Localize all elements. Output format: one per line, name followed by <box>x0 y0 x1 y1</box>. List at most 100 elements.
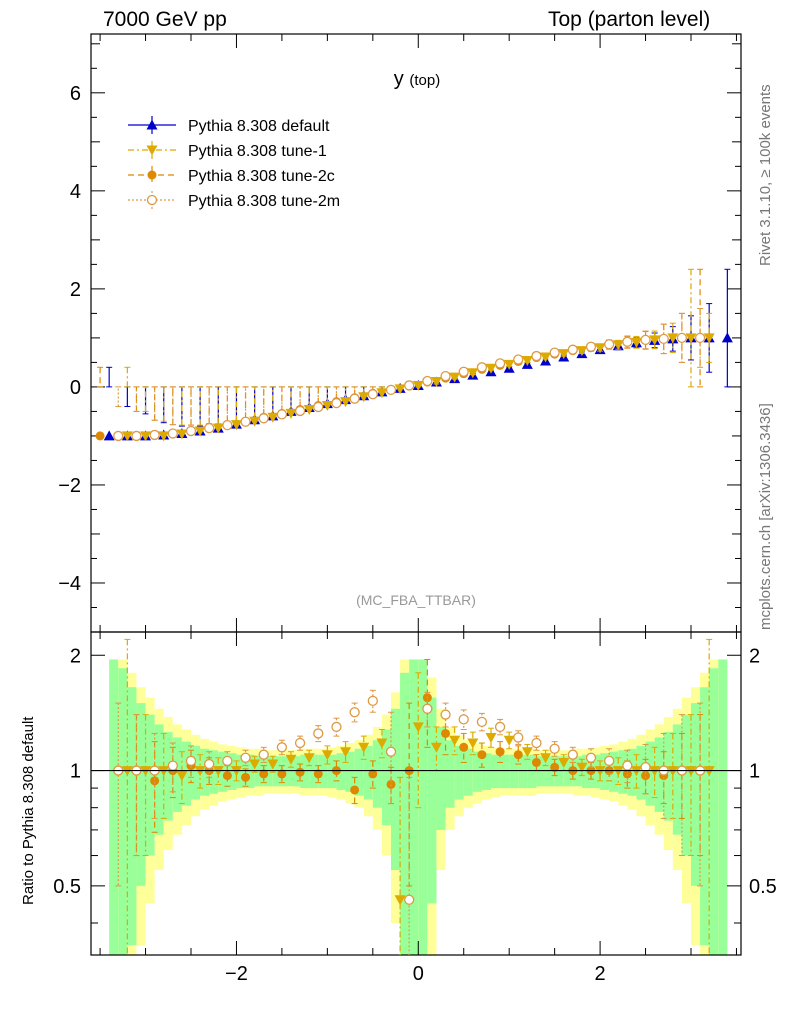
ratio-point <box>521 747 533 758</box>
chart-title: y (top) <box>394 68 440 90</box>
ratio-band-inner <box>209 750 219 794</box>
ratio-band-inner <box>291 756 301 787</box>
ratio-band-inner <box>363 745 373 800</box>
ratio-band-inner <box>327 754 337 789</box>
ratio-band-inner <box>336 753 346 790</box>
ratio-point <box>485 732 497 743</box>
ratio-band-inner <box>145 714 155 856</box>
ratio-y-tick-label: 0.5 <box>53 876 81 898</box>
main-point <box>313 401 324 413</box>
ratio-band-inner <box>572 756 582 787</box>
ratio-point <box>622 769 632 779</box>
ratio-band-inner <box>627 748 637 796</box>
ratio-point <box>349 707 360 718</box>
ratio-band-inner <box>609 751 619 792</box>
main-point <box>212 423 224 434</box>
ratio-band-inner <box>191 745 201 800</box>
ratio-point <box>167 760 178 771</box>
ratio-point <box>503 735 515 746</box>
ratio-band-inner <box>200 748 210 796</box>
ratio-band-inner <box>272 756 282 787</box>
ratio-point <box>277 769 287 779</box>
ratio-point <box>440 709 451 720</box>
main-series-group <box>95 268 705 441</box>
ratio-point <box>540 753 552 764</box>
ratio-point <box>241 772 251 782</box>
ratio-point <box>358 742 370 753</box>
main-point <box>385 384 397 396</box>
main-point <box>467 368 479 379</box>
ratio-point <box>150 776 160 786</box>
ratio-band-inner <box>227 753 237 790</box>
main-point <box>303 404 315 415</box>
main-y-tick-label: 2 <box>70 279 81 301</box>
ratio-band-inner <box>400 672 410 955</box>
ratio-point <box>550 762 560 772</box>
ratio-point <box>185 755 197 767</box>
main-point <box>321 401 333 412</box>
ratio-point <box>531 757 541 767</box>
ratio-band-inner <box>654 737 664 812</box>
ratio-band-inner <box>372 740 382 808</box>
main-point <box>412 380 424 391</box>
main-point <box>640 334 651 346</box>
ratio-point <box>258 749 269 760</box>
main-point <box>658 333 669 345</box>
ratio-series-group <box>113 689 706 955</box>
ratio-band-inner <box>463 748 473 796</box>
legend-label: Pythia 8.308 tune-1 <box>188 143 327 160</box>
main-point <box>549 347 560 358</box>
main-point <box>676 332 688 344</box>
main-point <box>521 355 533 366</box>
main-point <box>594 343 606 354</box>
main-point <box>585 341 597 352</box>
main-point <box>667 333 679 344</box>
ratio-band-inner <box>554 756 564 787</box>
main-y-tick-label: 0 <box>70 377 81 399</box>
ratio-point <box>604 755 615 767</box>
ratio-band-inner <box>354 748 364 796</box>
ratio-band-inner <box>318 754 328 789</box>
main-y-tick-label: −4 <box>58 573 81 595</box>
main-point <box>612 340 624 351</box>
ratio-band-inner <box>391 708 401 871</box>
main-point <box>430 377 442 388</box>
ratio-point <box>285 754 297 765</box>
ratio-point <box>459 742 469 752</box>
main-point <box>440 370 451 382</box>
ratio-band-inner <box>418 659 428 955</box>
main-point <box>140 431 152 442</box>
ratio-point <box>321 750 333 761</box>
ratio-point <box>259 769 269 779</box>
x-tick-label: −2 <box>225 963 248 985</box>
main-point <box>694 332 706 344</box>
ratio-point <box>513 750 523 760</box>
header-process-label: Top (parton level) <box>548 8 711 31</box>
main-point <box>95 431 105 441</box>
ratio-band-inner <box>436 726 446 830</box>
ratio-point <box>222 755 233 767</box>
analysis-watermark: (MC_FBA_TTBAR) <box>356 592 476 608</box>
main-point <box>167 428 178 439</box>
legend-label: Pythia 8.308 tune-2c <box>188 168 335 185</box>
main-series-group <box>103 268 733 441</box>
chart-title-sub: (top) <box>409 72 440 89</box>
ratio-point <box>404 894 415 905</box>
ratio-band-inner <box>254 756 264 787</box>
ratio-point <box>367 695 378 707</box>
ratio-point <box>585 752 597 763</box>
ratio-point <box>276 742 288 753</box>
main-point <box>685 333 697 344</box>
ratio-point <box>412 722 424 733</box>
ratio-point <box>476 716 488 728</box>
legend-marker <box>147 170 157 180</box>
main-point <box>485 363 497 374</box>
ratio-band-inner <box>127 687 137 946</box>
ratio-band-inner <box>509 754 519 789</box>
main-point <box>449 372 461 383</box>
legend-label: Pythia 8.308 tune-2m <box>188 193 340 210</box>
ratio-band-inner <box>518 754 528 789</box>
ratio-band-inner <box>427 697 437 904</box>
main-point <box>204 422 215 434</box>
ratio-point <box>222 771 232 781</box>
